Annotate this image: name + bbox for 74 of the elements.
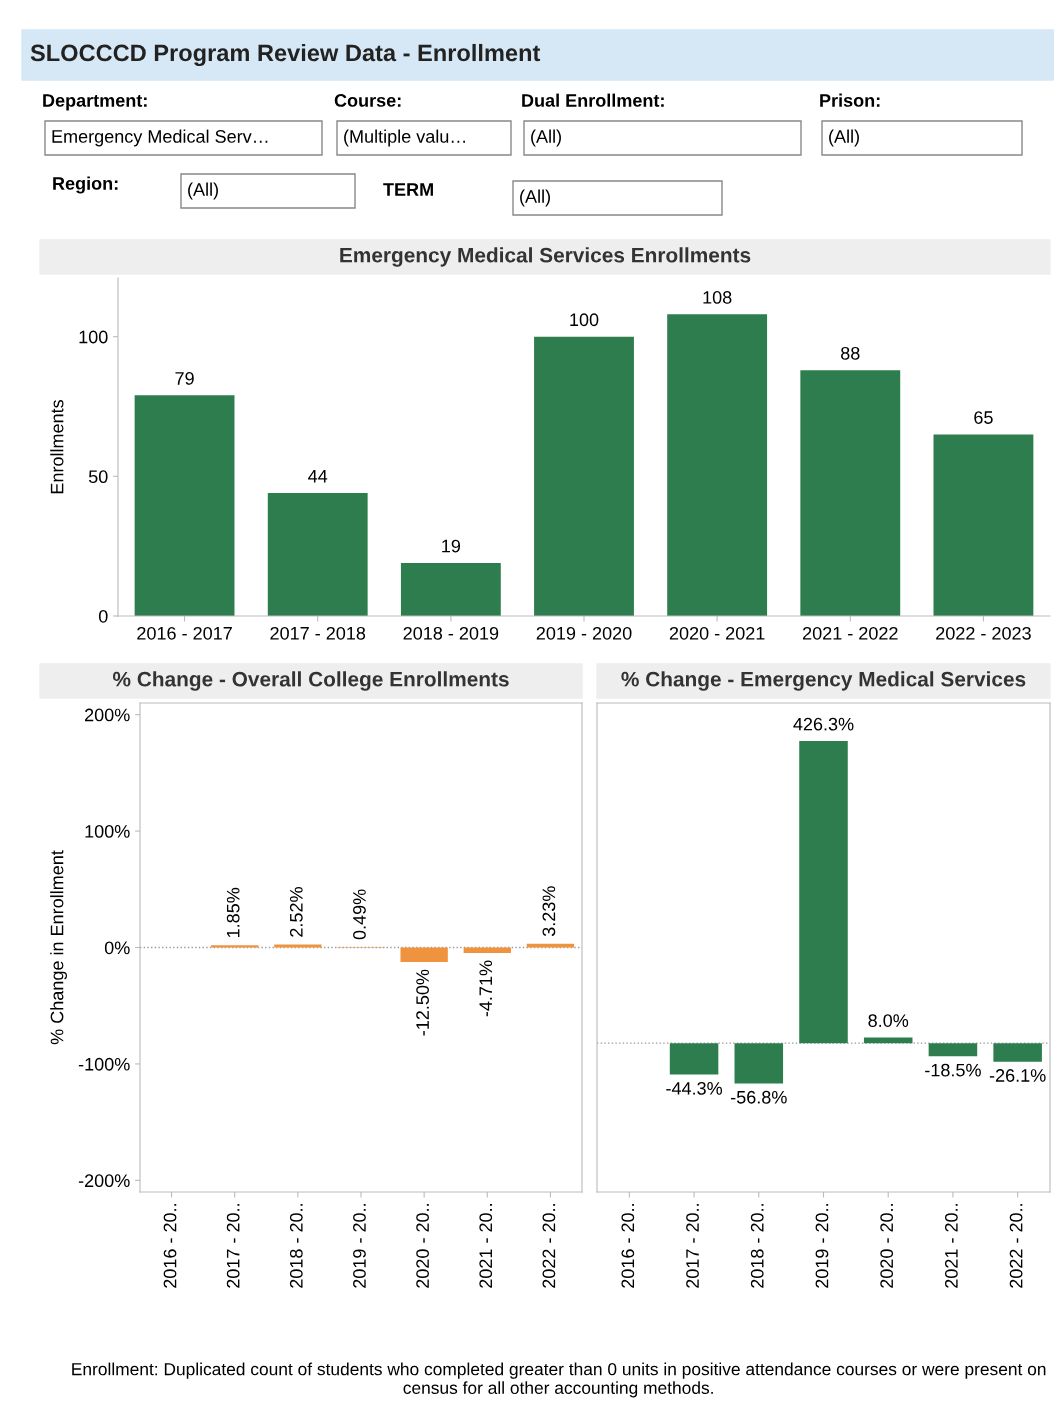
x-tick-label: 2020 - 20.. (416, 1204, 429, 1288)
text: (All) (829, 129, 859, 147)
y-axis-title: Enrollments (50, 399, 64, 494)
data-label: 426.3% (793, 717, 854, 731)
x-tick-label: 2016 - 20.. (621, 1204, 635, 1288)
y-tick-label: -200% (78, 1174, 130, 1188)
bar (134, 395, 235, 616)
text: Region: (53, 176, 118, 194)
chart-title: Emergency Medical Services Enrollments (340, 247, 751, 267)
bar (400, 562, 501, 616)
data-label: 3.23% (542, 886, 556, 937)
y-tick-label: 100% (85, 825, 130, 838)
x-tick-label: 2019 - 20.. (815, 1204, 829, 1288)
bar (267, 493, 368, 616)
x-tick-label: 2020 - 2021 (669, 626, 765, 640)
y-tick-label: 0 (98, 609, 108, 623)
y-tick-label: 100 (79, 330, 108, 344)
x-tick-label: 2018 - 20.. (750, 1204, 764, 1288)
data-label: -12.50% (416, 969, 429, 1036)
y-tick-label: -100% (78, 1057, 130, 1071)
data-label: 88 (841, 346, 860, 360)
data-label: 44 (308, 469, 328, 483)
text: TERM (383, 183, 433, 196)
x-tick-label: 2022 - 20.. (542, 1204, 556, 1288)
x-tick-label: 2016 - 2017 (137, 626, 232, 640)
data-label: -56.8% (730, 1090, 787, 1104)
x-tick-label: 2016 - 20.. (163, 1204, 177, 1288)
data-label: 100 (570, 313, 599, 327)
chart-title: % Change - Emergency Medical Services (621, 671, 1026, 691)
y-tick-label: 50 (88, 470, 108, 484)
x-tick-label: 2022 - 20.. (1009, 1204, 1023, 1288)
bar (534, 336, 634, 616)
x-tick-label: 2021 - 2022 (803, 626, 898, 640)
text: (All) (520, 189, 550, 207)
x-tick-label: 2021 - 20.. (479, 1204, 493, 1288)
text: Course: (334, 94, 401, 107)
x-tick-label: 2021 - 20.. (944, 1204, 958, 1288)
x-tick-label: 2018 - 20.. (289, 1204, 303, 1288)
y-axis-title: % Change in Enrollment (50, 850, 67, 1045)
text: Department: (43, 94, 147, 111)
bar (933, 434, 1034, 616)
data-label: -18.5% (925, 1063, 981, 1077)
x-tick-label: 2018 - 2019 (403, 626, 499, 640)
data-label: 0.49% (353, 889, 366, 940)
text: Dual Enrollment: (522, 93, 664, 107)
chart-title: % Change - Overall College Enrollments (112, 671, 509, 691)
bar (667, 314, 768, 616)
data-label: 2.52% (289, 887, 303, 937)
x-tick-label: 2020 - 20.. (880, 1204, 894, 1288)
data-label: 1.85% (226, 887, 240, 938)
text: Prison: (820, 93, 880, 107)
data-label: 79 (175, 372, 194, 385)
x-tick-label: 2022 - 2023 (936, 626, 1031, 640)
text: (All) (531, 129, 561, 147)
data-label: 65 (974, 411, 993, 424)
data-label: 108 (703, 291, 732, 304)
bar (800, 370, 901, 616)
data-label: 19 (442, 539, 461, 553)
x-tick-label: 2017 - 20.. (226, 1204, 240, 1288)
text: Enrollment: Duplicated count of students who completed greater than 0 units in positive attendance courses or were present on census for all other accounting methods. (72, 1362, 1046, 1398)
x-tick-label: 2017 - 2018 (270, 626, 366, 640)
data-label: -44.3% (666, 1081, 723, 1095)
x-tick-label: 2019 - 2020 (536, 626, 632, 640)
data-label: -4.71% (479, 960, 493, 1017)
text: (All) (188, 182, 218, 200)
text: SLOCCCD Program Review Data - Enrollment (30, 43, 541, 67)
data-label: 8.0% (868, 1014, 909, 1027)
y-tick-label: 200% (85, 708, 130, 722)
y-tick-label: 0% (104, 941, 130, 955)
data-label: -26.1% (989, 1069, 1046, 1082)
text: (Multiple valu… (344, 129, 465, 147)
x-tick-label: 2019 - 20.. (353, 1204, 366, 1288)
x-tick-label: 2017 - 20.. (686, 1204, 699, 1288)
text: Emergency Medical Serv… (52, 129, 268, 147)
